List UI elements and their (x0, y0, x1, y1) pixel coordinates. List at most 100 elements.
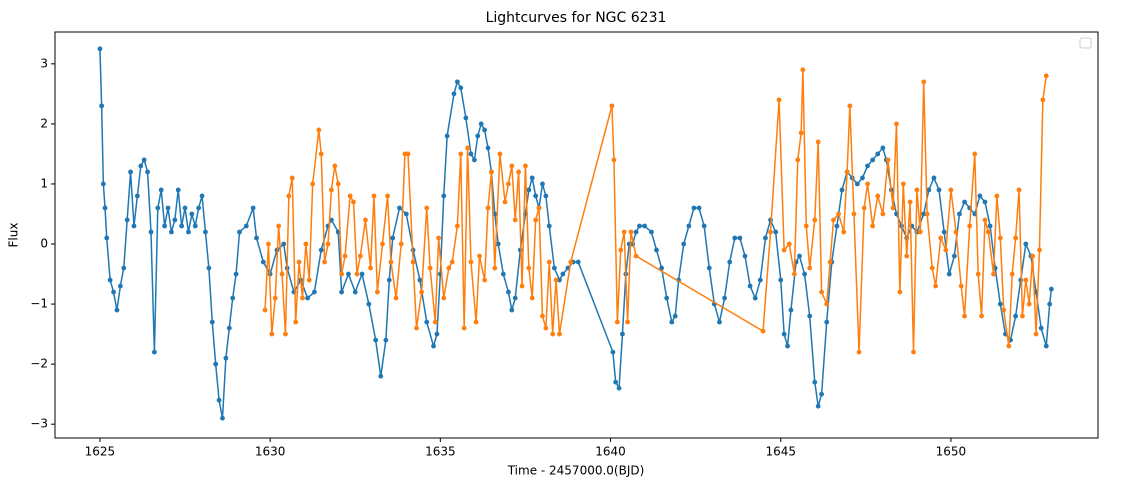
data-point (997, 301, 1003, 307)
data-point (468, 151, 474, 157)
data-point (991, 271, 996, 277)
data-point (958, 283, 964, 289)
y-tick-label: −1 (30, 297, 48, 311)
data-point (397, 205, 402, 211)
x-axis-label: Time - 2457000.0(BJD) (507, 464, 645, 478)
data-point (492, 265, 498, 271)
data-point (485, 145, 491, 151)
data-point (386, 277, 392, 283)
data-point (575, 259, 581, 265)
data-point (363, 217, 368, 223)
data-point (907, 199, 913, 205)
data-point (436, 235, 442, 241)
data-point (100, 181, 106, 187)
data-point (357, 253, 363, 259)
data-point (272, 295, 278, 301)
data-point (526, 265, 532, 271)
data-point (943, 247, 949, 253)
legend-box (1079, 37, 1092, 49)
data-point (560, 271, 566, 277)
data-point (807, 265, 813, 271)
data-point (417, 277, 423, 283)
data-point (672, 313, 678, 319)
data-point (373, 337, 379, 343)
data-point (637, 223, 642, 229)
data-point (458, 85, 464, 91)
data-point (260, 259, 266, 265)
data-point (669, 319, 675, 325)
data-point (502, 199, 508, 205)
data-point (633, 253, 639, 259)
data-point (1043, 73, 1049, 79)
data-point (727, 259, 733, 265)
data-point (121, 265, 127, 271)
data-point (742, 253, 748, 259)
data-point (553, 277, 559, 283)
data-point (533, 217, 539, 223)
data-point (987, 223, 993, 229)
data-point (237, 229, 242, 235)
data-point (917, 229, 923, 235)
data-point (303, 241, 309, 247)
data-point (788, 307, 794, 313)
data-point (875, 151, 881, 157)
data-point (162, 223, 168, 229)
data-point (332, 163, 338, 169)
data-point (795, 157, 801, 163)
data-point (836, 211, 842, 217)
data-point (516, 169, 522, 175)
data-point (497, 151, 503, 157)
data-point (329, 187, 334, 193)
data-point (104, 235, 110, 241)
data-point (385, 193, 390, 199)
data-point (509, 163, 515, 169)
data-point (798, 130, 804, 136)
data-point (250, 205, 256, 211)
data-point (861, 205, 867, 211)
data-point (141, 157, 147, 163)
data-point (870, 223, 876, 229)
data-point (458, 151, 464, 157)
data-point (283, 331, 288, 337)
data-point (776, 97, 782, 103)
x-tick-label: 1635 (425, 445, 456, 459)
y-tick-label: −3 (30, 417, 48, 431)
data-point (897, 289, 903, 295)
data-point (921, 211, 927, 217)
data-point (957, 211, 962, 217)
data-point (951, 253, 957, 259)
data-point (279, 271, 285, 277)
data-point (977, 193, 983, 199)
data-point (752, 295, 758, 301)
data-point (523, 163, 528, 169)
data-point (894, 121, 899, 127)
data-point (706, 265, 712, 271)
data-point (982, 199, 988, 205)
data-point (165, 205, 171, 211)
data-point (424, 205, 430, 211)
data-point (512, 295, 518, 301)
data-point (99, 103, 105, 109)
x-tick-label: 1630 (255, 445, 286, 459)
data-point (856, 349, 862, 355)
data-point (182, 205, 188, 211)
data-point (900, 181, 906, 187)
x-tick-label: 1640 (595, 445, 626, 459)
data-point (621, 229, 627, 235)
data-point (1038, 325, 1044, 331)
data-point (722, 295, 727, 301)
data-point (747, 283, 753, 289)
data-point (696, 205, 702, 211)
data-point (1033, 331, 1039, 337)
data-point (506, 289, 511, 295)
data-point (550, 331, 556, 337)
data-point (890, 205, 896, 211)
data-point (380, 241, 385, 247)
data-point (216, 397, 222, 403)
data-point (318, 247, 324, 253)
data-point (254, 235, 259, 241)
y-tick-label: 2 (40, 116, 48, 130)
data-point (737, 235, 743, 241)
data-point (659, 265, 665, 271)
data-point (760, 328, 766, 334)
